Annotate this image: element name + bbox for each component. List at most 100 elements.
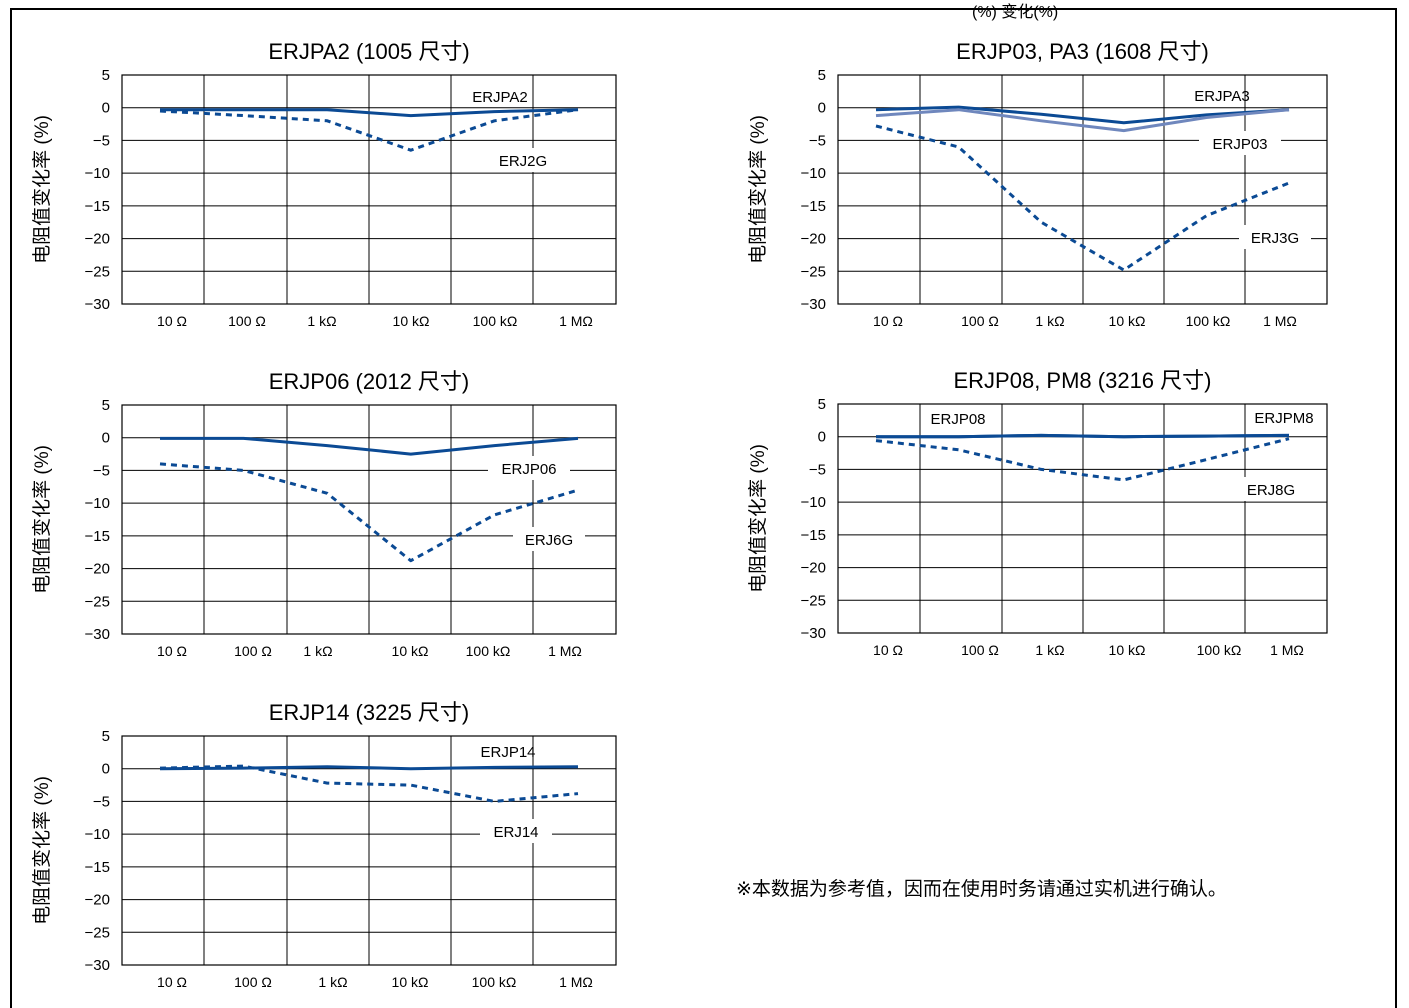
x-tick-label: 100 Ω (961, 642, 999, 658)
x-tick-label: 1 MΩ (1270, 642, 1304, 658)
y-tick-label: −5 (809, 132, 826, 149)
y-tick-label: 0 (102, 761, 110, 778)
y-tick-label: −15 (85, 859, 110, 876)
x-tick-label: 1 kΩ (1035, 642, 1064, 658)
chart-title: ERJP14 (3225 尺寸) (269, 700, 470, 725)
x-tick-label: 100 Ω (234, 974, 272, 990)
series-label-bg (1239, 225, 1311, 249)
chart-title: ERJP03, PA3 (1608 尺寸) (956, 39, 1209, 64)
series-label-erj6g: ERJ6G (525, 532, 573, 549)
x-tick-label: 10 Ω (157, 974, 187, 990)
series-label-bg (488, 456, 570, 480)
y-tick-label: −5 (809, 461, 826, 478)
series-line-erjpa3 (875, 105, 1290, 125)
x-tick-label: 100 kΩ (473, 313, 518, 329)
x-tick-label: 1 MΩ (559, 974, 593, 990)
x-tick-label: 100 Ω (234, 643, 272, 659)
x-tick-label: 100 Ω (228, 313, 266, 329)
y-tick-label: −10 (85, 165, 110, 182)
figure-frame: (%) 变化(%) (10, 4, 1397, 1008)
header-fragment: (%) 变化(%) (972, 4, 1059, 21)
series-line-erj14 (159, 764, 579, 803)
x-tick-label: 1 kΩ (318, 974, 347, 990)
y-tick-label: −20 (85, 231, 110, 248)
y-tick-label: −10 (801, 165, 826, 182)
series-label-erjpm8: ERJPM8 (1254, 410, 1313, 427)
series-label-erj14: ERJ14 (493, 824, 538, 841)
x-tick-label: 10 Ω (157, 643, 187, 659)
y-tick-label: −10 (801, 494, 826, 511)
series-line-erj8g (875, 437, 1290, 482)
series-line-erj3g (875, 124, 1290, 272)
y-tick-label: −30 (85, 957, 110, 974)
y-tick-label: −30 (85, 626, 110, 643)
y-tick-label: −20 (85, 561, 110, 578)
chart-title: ERJPA2 (1005 尺寸) (268, 39, 469, 64)
chart-title: ERJP06 (2012 尺寸) (269, 369, 470, 394)
series-label-erjpa3: ERJPA3 (1194, 88, 1250, 105)
y-tick-label: 5 (102, 728, 110, 745)
y-tick-label: −25 (801, 263, 826, 280)
x-tick-label: 1 kΩ (307, 313, 336, 329)
y-tick-label: −15 (801, 527, 826, 544)
y-tick-label: 0 (102, 430, 110, 447)
y-axis-label: 电阻值变化率 (%) (747, 444, 769, 593)
series-label-erj8g: ERJ8G (1247, 482, 1295, 499)
x-tick-label: 10 Ω (873, 313, 903, 329)
series-line-erjpa2 (160, 108, 579, 118)
series-line-erjp06 (160, 436, 579, 456)
y-tick-label: −10 (85, 495, 110, 512)
y-tick-label: −30 (85, 296, 110, 313)
y-tick-label: −5 (93, 462, 110, 479)
x-tick-label: 10 kΩ (1109, 313, 1146, 329)
series-label-erjp06: ERJP06 (501, 461, 556, 478)
y-tick-label: −25 (85, 263, 110, 280)
series-line-erj2g (159, 108, 579, 152)
x-tick-label: 100 kΩ (1186, 313, 1231, 329)
x-tick-label: 100 kΩ (1197, 642, 1242, 658)
y-tick-label: −15 (85, 528, 110, 545)
x-tick-label: 10 kΩ (392, 643, 429, 659)
series-label-erj3g: ERJ3G (1251, 230, 1299, 247)
y-tick-label: 5 (102, 397, 110, 414)
y-tick-label: −15 (801, 198, 826, 215)
y-tick-label: 0 (818, 429, 826, 446)
y-tick-label: −20 (801, 560, 826, 577)
y-tick-label: 0 (102, 100, 110, 117)
x-tick-label: 100 kΩ (472, 974, 517, 990)
series-label-bg (513, 527, 585, 551)
y-tick-label: −25 (801, 592, 826, 609)
series-line-erjp03 (875, 108, 1290, 133)
series-label-bg (1199, 131, 1281, 155)
chart-title: ERJP08, PM8 (3216 尺寸) (954, 368, 1212, 393)
series-label-erj2g: ERJ2G (499, 153, 547, 170)
y-axis-label: 电阻值变化率 (%) (31, 776, 53, 925)
series-label-erjpa2: ERJPA2 (472, 89, 528, 106)
y-tick-label: −20 (801, 231, 826, 248)
x-tick-label: 1 kΩ (1035, 313, 1064, 329)
y-tick-label: −5 (93, 793, 110, 810)
x-tick-label: 1 MΩ (1263, 313, 1297, 329)
y-axis-label: 电阻值变化率 (%) (747, 115, 769, 264)
x-tick-label: 10 kΩ (1109, 642, 1146, 658)
y-tick-label: 0 (818, 100, 826, 117)
x-tick-label: 1 MΩ (559, 313, 593, 329)
series-label-bg (1235, 477, 1307, 501)
y-tick-label: −25 (85, 593, 110, 610)
y-tick-label: −30 (801, 296, 826, 313)
y-tick-label: 5 (818, 67, 826, 84)
reference-note: ※本数据为参考值，因而在使用时务请通过实机进行确认。 (736, 879, 1227, 900)
x-tick-label: 100 kΩ (466, 643, 511, 659)
y-axis-label: 电阻值变化率 (%) (31, 445, 53, 594)
x-tick-label: 10 kΩ (392, 974, 429, 990)
y-axis-label: 电阻值变化率 (%) (31, 115, 53, 264)
y-tick-label: −15 (85, 198, 110, 215)
y-tick-label: −25 (85, 924, 110, 941)
x-tick-label: 1 kΩ (303, 643, 332, 659)
y-tick-label: −5 (93, 132, 110, 149)
x-tick-label: 10 Ω (157, 313, 187, 329)
